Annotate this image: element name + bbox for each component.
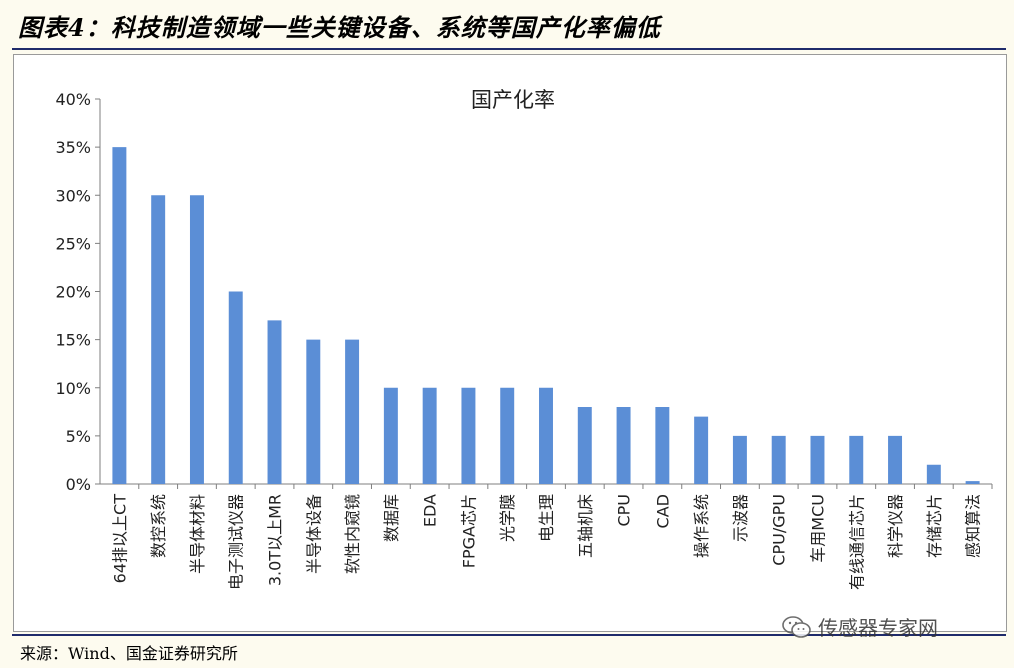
x-tick-label: 感知算法 [964,494,983,558]
x-tick-label: 五轴机床 [576,494,595,558]
bar [500,387,515,484]
bar [694,416,709,484]
x-tick-label: 存储芯片 [925,494,944,558]
chart-panel: 国产化率 0% 5% 10% 15% 20% 25% 30% 35% 40% 64排以上CT 数控… [13,54,1007,632]
x-tick-label: 有线通信芯片 [847,494,866,590]
bar [345,339,360,484]
y-tick-label: 25% [55,234,91,253]
y-tick-label: 20% [55,283,91,302]
y-tick-label: 5% [66,427,91,446]
bar [228,291,243,484]
bar [422,387,437,484]
x-tick-label: FPGA芯片 [459,494,478,568]
bar [383,387,398,484]
bars [112,147,980,484]
bar-chart: 国产化率 0% 5% 10% 15% 20% 25% 30% 35% 40% 64排以上CT 数控… [55,88,993,590]
figure-title: 图表4：科技制造领域一些关键设备、系统等国产化率偏低 [18,13,661,42]
y-tick-label: 35% [55,138,91,157]
bar [655,407,670,484]
bar [810,435,825,484]
x-tick-label: CAD [653,494,672,528]
bar [926,464,941,484]
x-tick-labels: 64排以上CT 数控系统 半导体材料 电子测试仪器 3.0T以上MR 半导体设备 软性内窥镜… [110,494,982,590]
x-tick-label: 数据库 [382,494,401,542]
y-tick-label: 40% [55,90,91,109]
x-tick-label: 操作系统 [692,494,711,558]
bar [732,435,747,484]
x-tick-label: 3.0T以上MR [266,494,285,586]
watermark: 传感器专家网 [782,612,938,641]
bar [849,435,864,484]
bar [965,481,980,484]
bar [888,435,903,484]
x-tick-label: 光学膜 [498,494,517,542]
source-note: 来源：Wind、国金证券研究所 [20,644,238,663]
x-tick-label: CPU [615,494,634,527]
bar [577,407,592,484]
y-tick-label: 15% [55,331,91,350]
bar [616,407,631,484]
wechat-icon [782,615,811,638]
x-tick-label: 软性内窥镜 [343,494,362,574]
x-tick-label: 车用MCU [808,494,827,563]
x-tick-label: 半导体材料 [188,494,207,574]
chart-title: 国产化率 [471,88,555,112]
footer-divider [12,634,1006,636]
bar [267,320,282,484]
bar [461,387,476,484]
x-tick-label: EDA [421,494,440,527]
y-tick-label: 0% [66,475,91,494]
y-tick-label: 30% [55,186,91,205]
y-tick-label: 10% [55,379,91,398]
title-divider [12,48,1006,50]
x-tick-label: 电子测试仪器 [227,494,246,590]
x-tick-label: 数控系统 [149,494,168,558]
bar [112,147,127,484]
x-tick-label: CPU/GPU [770,494,789,566]
bar [189,195,204,484]
axes: 0% 5% 10% 15% 20% 25% 30% 35% 40% [55,90,993,494]
bar [771,435,786,484]
bar [151,195,166,484]
x-tick-label: 64排以上CT [110,494,129,584]
watermark-text: 传感器专家网 [818,616,938,640]
x-tick-label: 科学仪器 [886,494,905,558]
bar [539,387,553,484]
x-tick-label: 示波器 [731,494,750,542]
bar [306,339,321,484]
x-tick-label: 电生理 [537,494,556,542]
x-tick-label: 半导体设备 [304,494,323,574]
